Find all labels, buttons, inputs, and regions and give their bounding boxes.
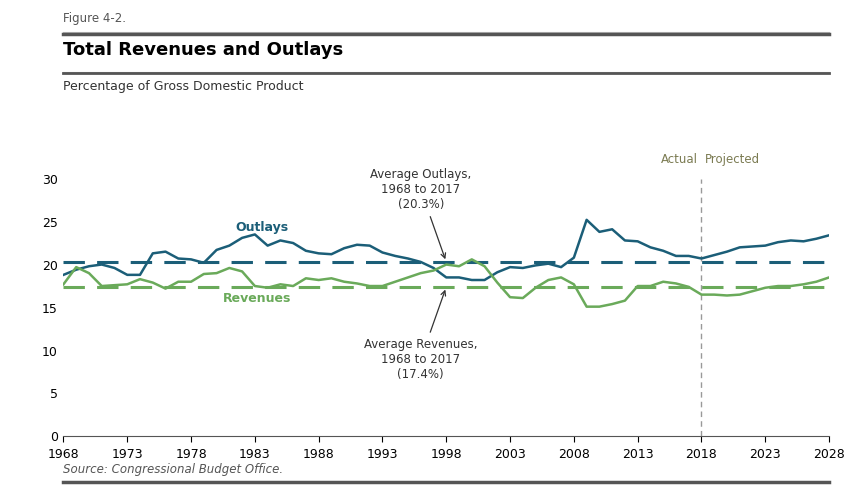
Text: Figure 4-2.: Figure 4-2. [63,12,126,25]
Text: Total Revenues and Outlays: Total Revenues and Outlays [63,41,343,59]
Text: Actual: Actual [661,153,698,166]
Text: Projected: Projected [706,153,761,166]
Text: Average Revenues,
1968 to 2017
(17.4%): Average Revenues, 1968 to 2017 (17.4%) [364,291,477,380]
Text: Source: Congressional Budget Office.: Source: Congressional Budget Office. [63,463,283,476]
Text: Average Outlays,
1968 to 2017
(20.3%): Average Outlays, 1968 to 2017 (20.3%) [370,168,471,258]
Text: Outlays: Outlays [236,221,288,234]
Text: Percentage of Gross Domestic Product: Percentage of Gross Domestic Product [63,80,304,93]
Text: Revenues: Revenues [223,292,291,305]
